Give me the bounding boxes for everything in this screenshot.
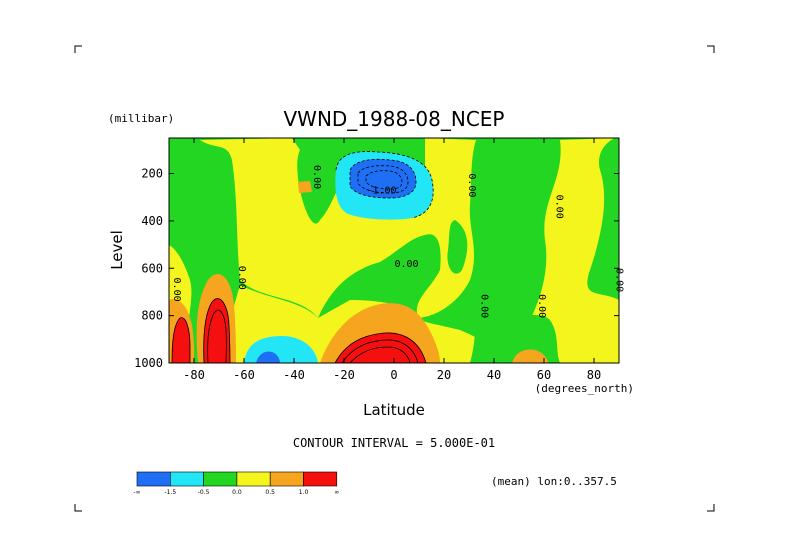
x-tick-labels: -80 -60 -40 -20 0 20 40 60 80 [183, 368, 601, 382]
x-tick-label: 20 [437, 368, 451, 382]
x-units-label: (degrees_north) [535, 382, 634, 395]
x-tick-label: 40 [487, 368, 501, 382]
legend-swatch [170, 471, 204, 487]
region-red-left-b [172, 317, 190, 363]
legend-label: 1.0 [299, 489, 309, 496]
x-tick-label: -40 [283, 368, 305, 382]
contour-label: 0.00 [171, 278, 182, 302]
y-axis-title: Level [108, 230, 126, 270]
plot-area [168, 137, 620, 364]
y-units-label: (millibar) [108, 112, 174, 125]
x-tick-label: -20 [333, 368, 355, 382]
region-negative-green-40n [447, 220, 468, 274]
chart-title: VWND_1988-08_NCEP [283, 107, 504, 131]
contour-label: -1.00 [366, 186, 396, 197]
contour-label: 0.00 [554, 195, 565, 219]
region-orange-small [298, 181, 312, 193]
subset-text: (mean) lon:0..357.5 [491, 475, 617, 488]
region-positive-yellow-right [500, 138, 619, 363]
contour-lines [171, 151, 434, 363]
region-orange-right [512, 349, 548, 363]
y-tick-label: 200 [141, 167, 163, 181]
region-red-left-a [203, 298, 230, 363]
x-tick-label: -80 [183, 368, 205, 382]
legend-swatch [236, 471, 271, 487]
contour-label: 0.00 [236, 266, 247, 290]
legend-label: -1.5 [164, 489, 176, 496]
legend-label: 0.0 [232, 489, 242, 496]
region-blue-lower [256, 351, 280, 363]
x-tick-label: 0 [390, 368, 397, 382]
x-tick-label: 80 [587, 368, 601, 382]
contour-label: 0.00 [479, 294, 490, 318]
y-tick-labels: 200 400 600 800 1000 [134, 167, 163, 370]
contour-label: 0.00 [466, 173, 477, 197]
legend-label: 0.5 [265, 489, 275, 496]
legend-swatch [203, 471, 238, 487]
y-tick-label: 1000 [134, 356, 163, 370]
contour-label: 0.00 [394, 259, 418, 270]
y-tick-label: 800 [141, 309, 163, 323]
y-tick-label: 600 [141, 261, 163, 275]
contour-labels: -1.00 0.00 0.00 0.00 0.00 0.00 0.00 0.00 0.00 0.0… [171, 165, 625, 318]
x-tick-label: -60 [233, 368, 255, 382]
axis-ticks [169, 138, 619, 364]
corner-marks [74, 45, 715, 512]
contour-label: 0.00 [614, 268, 625, 292]
region-blue-upper [350, 159, 416, 198]
contour-label: 0.00 [311, 165, 322, 189]
contour-interval-text: CONTOUR INTERVAL = 5.000E-01 [293, 436, 495, 450]
y-tick-label: 400 [141, 214, 163, 228]
legend-label: -∞ [133, 489, 140, 496]
legend-swatch [269, 471, 304, 487]
legend-swatch [136, 471, 171, 487]
region-negative-green-60n [470, 282, 560, 363]
legend-swatch [303, 471, 338, 487]
legend-label: -0.5 [198, 489, 210, 496]
x-axis-title: Latitude [363, 401, 425, 419]
color-legend: -∞ -1.5 -0.5 0.0 0.5 1.0 ∞ [133, 471, 339, 496]
contour-label: 0.00 [536, 294, 547, 318]
legend-label: ∞ [334, 489, 339, 496]
x-tick-label: 60 [537, 368, 551, 382]
